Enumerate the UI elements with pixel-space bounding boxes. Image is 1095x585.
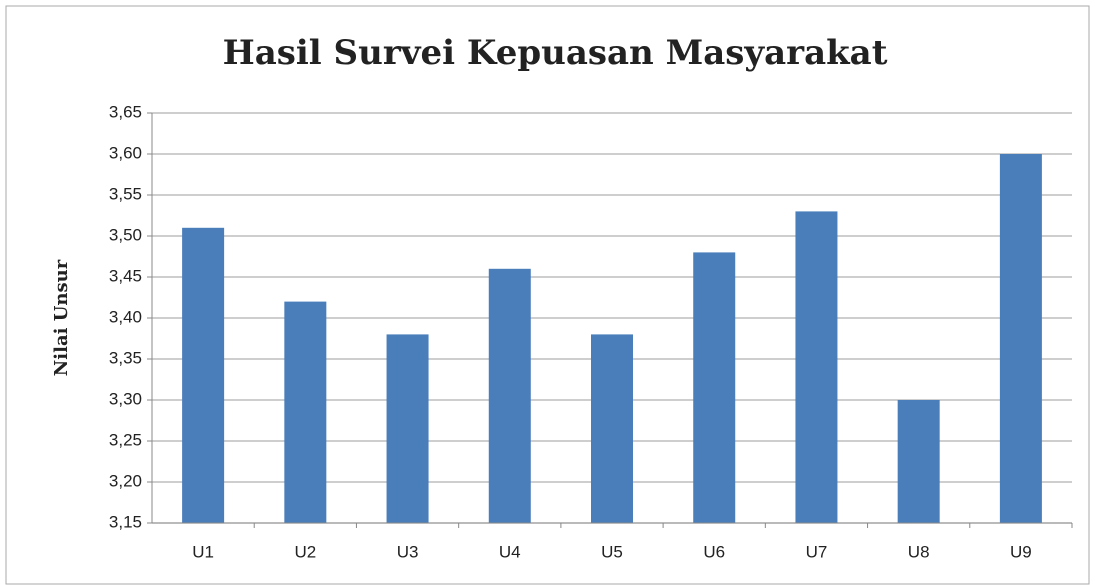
- y-tick-label: 3,45: [109, 266, 142, 285]
- x-tick-label: U9: [1010, 542, 1032, 561]
- bar: [693, 252, 736, 523]
- bar: [591, 334, 633, 523]
- bar: [488, 268, 531, 523]
- y-tick-label: 3,65: [109, 102, 142, 121]
- x-tick-label: U8: [908, 542, 930, 561]
- bar: [999, 154, 1042, 523]
- x-tick-label: U2: [294, 542, 316, 561]
- bar: [386, 334, 429, 523]
- y-tick-label: 3,15: [109, 512, 142, 531]
- bar: [795, 211, 838, 523]
- x-tick-label: U5: [601, 542, 623, 561]
- y-tick-label: 3,35: [109, 348, 142, 367]
- x-tick-label: U3: [397, 542, 419, 561]
- bar: [182, 227, 225, 524]
- y-tick-label: 3,50: [109, 225, 142, 244]
- chart-title: Hasil Survei Kepuasan Masyarakat: [223, 33, 888, 73]
- y-tick-label: 3,60: [109, 143, 142, 162]
- y-tick-label: 3,25: [109, 430, 142, 449]
- x-tick-label: U7: [806, 542, 828, 561]
- y-tick-label: 3,30: [109, 389, 142, 408]
- x-tick-label: U6: [703, 542, 725, 561]
- y-tick-label: 3,40: [109, 307, 142, 326]
- bar: [897, 400, 940, 523]
- y-tick-label: 3,20: [109, 471, 142, 490]
- y-axis-label: Nilai Unsur: [51, 259, 72, 376]
- chart-border: [5, 5, 1090, 585]
- y-tick-label: 3,55: [109, 184, 142, 203]
- x-tick-label: U4: [499, 542, 521, 561]
- bar: [284, 301, 327, 523]
- x-tick-label: U1: [192, 542, 214, 561]
